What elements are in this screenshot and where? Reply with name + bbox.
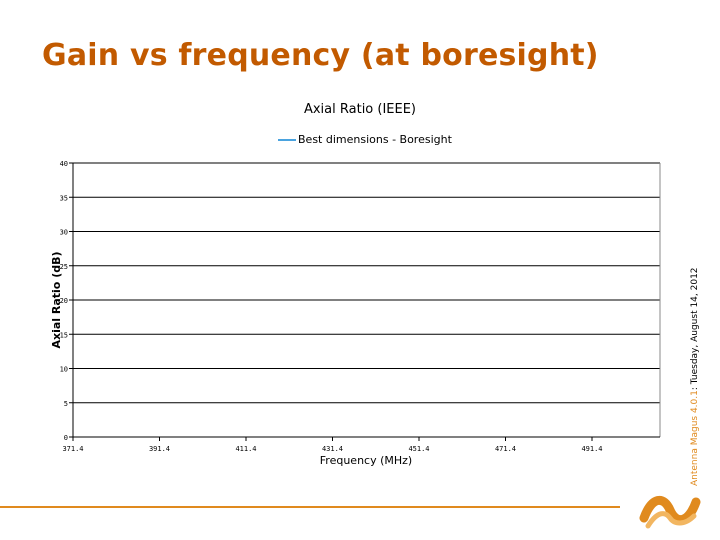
legend-line-swatch <box>278 138 296 141</box>
x-axis-label: Frequency (MHz) <box>320 454 412 467</box>
gridlines <box>73 162 660 404</box>
y-tick-label: 25 <box>60 263 68 271</box>
y-tick-label: 10 <box>60 366 68 374</box>
x-tick-label: 431.4 <box>322 445 343 453</box>
axes <box>69 162 661 441</box>
brand-logo-icon <box>639 496 701 529</box>
y-tick-labels: 0 5 10 15 20 25 30 35 40 <box>60 160 68 442</box>
y-tick-label: 30 <box>60 229 68 237</box>
note-separator: : <box>690 387 700 391</box>
y-tick-label: 0 <box>64 434 68 442</box>
x-tick-labels: 371.4 391.4 411.4 431.4 451.4 471.4 491.4 <box>62 445 602 453</box>
y-axis-label: Axial Ratio (dB) <box>50 251 63 348</box>
y-tick-label: 20 <box>60 297 68 305</box>
x-tick-label: 391.4 <box>149 445 170 453</box>
software-brand: Antenna Magus 4.0.1 <box>690 390 700 486</box>
legend-label: Best dimensions - Boresight <box>298 133 452 146</box>
y-tick-label: 40 <box>60 160 68 168</box>
slide-title: Gain vs frequency (at boresight) <box>42 38 599 73</box>
software-version-note: Antenna Magus 4.0.1: Tuesday, August 14,… <box>690 267 700 486</box>
footer-divider <box>0 506 620 508</box>
legend: Best dimensions - Boresight <box>278 133 452 146</box>
y-tick-label: 5 <box>64 400 68 408</box>
x-tick-label: 471.4 <box>495 445 516 453</box>
x-tick-label: 371.4 <box>62 445 83 453</box>
y-tick-label: 15 <box>60 331 68 339</box>
chart-title: Axial Ratio (IEEE) <box>303 102 417 117</box>
x-tick-label: 451.4 <box>408 445 429 453</box>
x-tick-label: 411.4 <box>235 445 256 453</box>
y-tick-label: 35 <box>60 194 68 202</box>
note-date: Tuesday, August 14, 2012 <box>690 267 700 388</box>
x-tick-label: 491.4 <box>581 445 602 453</box>
